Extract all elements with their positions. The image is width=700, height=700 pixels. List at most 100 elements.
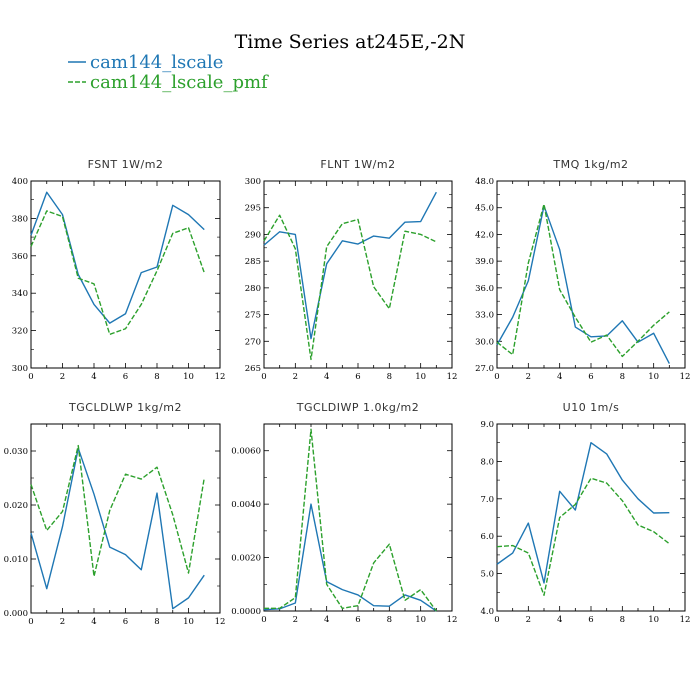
y-tick-label: 0.0060 <box>231 447 261 457</box>
x-tick-label: 12 <box>215 372 226 382</box>
panel-5: TGCLDIWP 1.0kg/m2 0 2 4 6 8 10 12 0.0000 0.0020 0.… <box>231 401 457 625</box>
x-tick-label: 2 <box>293 615 298 625</box>
y-tick-label: 48.0 <box>475 177 494 187</box>
plot-frame <box>496 423 686 612</box>
panel-1: FSNT 1W/m2 0 2 4 6 8 10 12 300 320 340 360 380 400 <box>12 158 226 382</box>
x-tick-label: 2 <box>526 372 531 382</box>
x-tick-label: 10 <box>415 372 426 382</box>
x-tick-label: 8 <box>154 372 159 382</box>
series-line-cam144_lscale <box>496 205 670 364</box>
y-tick-label: 300 <box>12 364 28 374</box>
x-tick-label: 2 <box>293 372 298 382</box>
x-tick-label: 6 <box>123 617 128 627</box>
x-tick-label: 8 <box>620 372 625 382</box>
y-tick-label: 8.0 <box>480 457 494 467</box>
legend-label-1: cam144_lscale <box>90 52 223 73</box>
y-tick-label: 0.0020 <box>231 554 261 564</box>
series-line-cam144_lscale_pmf <box>30 210 205 336</box>
legend-label-2: cam144_lscale_pmf <box>90 72 269 93</box>
series-line-cam144_lscale <box>30 191 205 324</box>
x-tick-label: 10 <box>415 615 426 625</box>
x-tick-label: 4 <box>91 617 96 627</box>
x-tick-label: 4 <box>557 615 562 625</box>
x-tick-label: 12 <box>680 615 691 625</box>
y-tick-label: 320 <box>12 327 28 337</box>
y-tick-label: 360 <box>12 252 28 262</box>
plot-frame <box>263 423 453 612</box>
panel-title: TGCLDIWP 1.0kg/m2 <box>296 401 420 414</box>
panel-6: U10 1m/s 0 2 4 6 8 10 12 4.0 5.0 6.0 7.0 8.0 9.0 <box>480 401 690 625</box>
y-tick-label: 300 <box>245 177 261 187</box>
series-line-cam144_lscale_pmf <box>264 428 437 612</box>
y-tick-label: 9.0 <box>480 420 494 430</box>
x-tick-label: 4 <box>324 372 329 382</box>
plot-frame <box>30 423 221 614</box>
panel-title: TGCLDLWP 1kg/m2 <box>68 401 182 414</box>
x-tick-label: 2 <box>60 372 65 382</box>
x-tick-label: 6 <box>123 372 128 382</box>
x-tick-label: 10 <box>648 372 659 382</box>
y-tick-label: 0.0040 <box>231 500 261 510</box>
series-line-cam144_lscale <box>30 447 205 610</box>
y-tick-label: 0.020 <box>4 501 28 511</box>
x-tick-label: 4 <box>91 372 96 382</box>
series-line-cam144_lscale_pmf <box>496 203 670 358</box>
y-tick-label: 36.0 <box>475 284 494 294</box>
x-tick-label: 8 <box>387 615 392 625</box>
panel-3: TMQ 1kg/m2 0 2 4 6 8 10 12 27.0 30.0 33.0 36.0 39.0 4… <box>475 158 690 382</box>
y-tick-label: 5.0 <box>480 570 494 580</box>
y-tick-label: 45.0 <box>475 204 494 214</box>
x-tick-label: 0 <box>494 615 499 625</box>
y-tick-label: 400 <box>12 177 28 187</box>
series-line-cam144_lscale_pmf <box>496 477 670 596</box>
panels: FSNT 1W/m20 2 4 6 8 10 12300320340360380400FLN… <box>4 158 691 627</box>
x-tick-label: 6 <box>355 615 360 625</box>
y-tick-label: 290 <box>245 230 261 240</box>
y-tick-label: 27.0 <box>475 364 494 374</box>
y-tick-label: 380 <box>12 214 28 224</box>
x-tick-label: 12 <box>680 372 691 382</box>
figure-title: Time Series at245E,-2N <box>235 31 466 53</box>
y-tick-label: 0.010 <box>4 555 28 565</box>
y-tick-label: 7.0 <box>480 495 494 505</box>
series-line-cam144_lscale_pmf <box>30 444 205 577</box>
y-tick-label: 39.0 <box>475 257 494 267</box>
y-tick-label: 0.0000 <box>231 607 261 617</box>
x-tick-label: 6 <box>355 372 360 382</box>
x-tick-label: 6 <box>588 615 593 625</box>
panel-4: TGCLDLWP 1kg/m2 0 2 4 6 8 10 12 0.000 0.010 0.020 0… <box>4 401 226 627</box>
y-tick-label: 265 <box>245 364 261 374</box>
x-tick-label: 8 <box>620 615 625 625</box>
panel-2: FLNT 1W/m2 0 2 4 6 8 10 12 265 270 275 280 285 290 295… <box>245 158 458 382</box>
x-tick-label: 0 <box>28 372 33 382</box>
plot-frame <box>263 180 453 369</box>
series-line-cam144_lscale <box>263 191 437 340</box>
y-tick-label: 6.0 <box>480 532 494 542</box>
x-tick-label: 0 <box>261 372 266 382</box>
y-tick-label: 340 <box>12 289 28 299</box>
panel-title: FLNT 1W/m2 <box>320 158 395 171</box>
x-tick-label: 0 <box>28 617 33 627</box>
x-tick-label: 10 <box>183 617 194 627</box>
panel-title: FSNT 1W/m2 <box>88 158 164 171</box>
legend: cam144_lscale cam144_lscale_pmf <box>68 52 269 93</box>
y-tick-label: 4.0 <box>480 607 494 617</box>
x-tick-label: 12 <box>447 615 458 625</box>
x-tick-label: 12 <box>447 372 458 382</box>
panel-title: U10 1m/s <box>563 401 620 414</box>
y-tick-label: 285 <box>245 257 261 267</box>
x-tick-label: 10 <box>648 615 659 625</box>
y-tick-label: 280 <box>245 284 261 294</box>
x-tick-label: 6 <box>588 372 593 382</box>
x-tick-label: 12 <box>215 617 226 627</box>
x-tick-label: 0 <box>261 615 266 625</box>
y-tick-label: 42.0 <box>475 230 494 240</box>
x-tick-label: 4 <box>324 615 329 625</box>
y-tick-label: 275 <box>245 311 261 321</box>
y-tick-label: 0.030 <box>4 447 28 457</box>
panel-title: TMQ 1kg/m2 <box>552 158 628 171</box>
y-tick-label: 33.0 <box>475 311 494 321</box>
x-tick-label: 10 <box>183 372 194 382</box>
series-line-cam144_lscale <box>496 442 670 584</box>
x-tick-label: 8 <box>154 617 159 627</box>
